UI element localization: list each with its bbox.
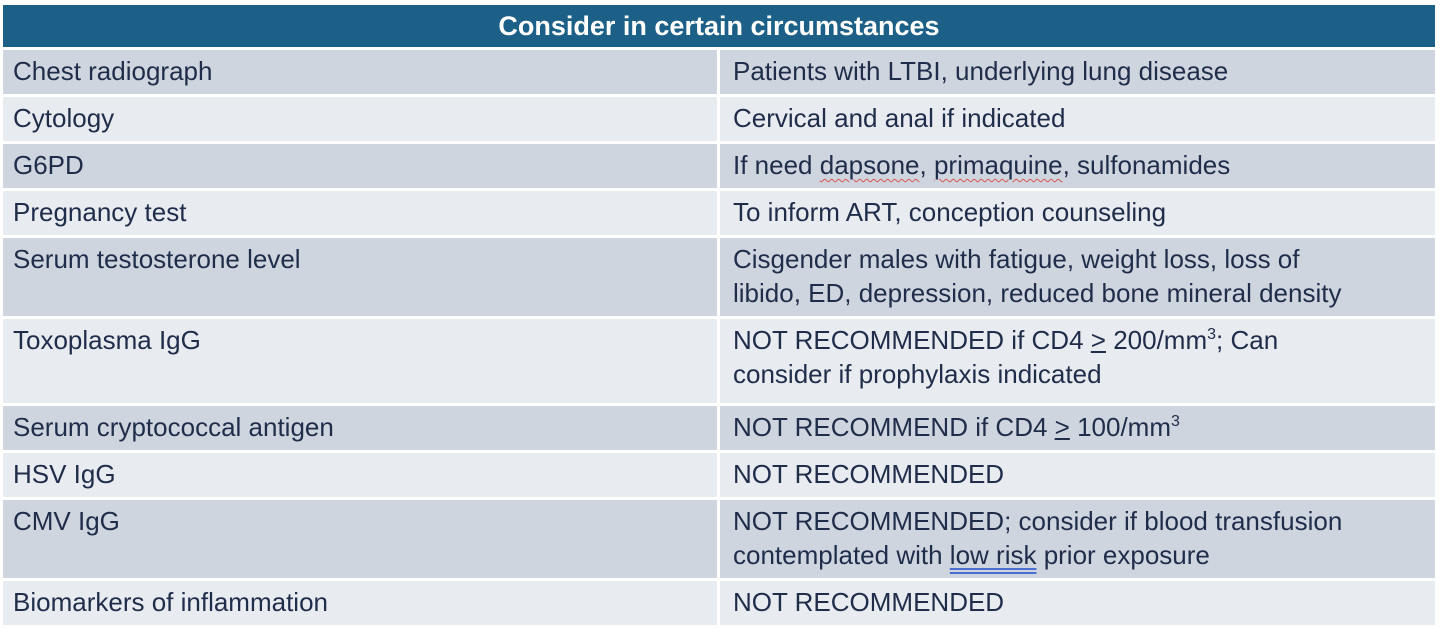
test-name-cell: Serum cryptococcal antigen	[3, 406, 717, 450]
test-name-cell: Toxoplasma IgG	[3, 319, 717, 403]
recommendation-cell: To inform ART, conception counseling	[720, 191, 1435, 235]
recommendation-cell: NOT RECOMMENDED if CD4 > 200/mm3; Can co…	[720, 319, 1435, 403]
note-line: NOT RECOMMENDED if CD4 > 200/mm3; Can	[733, 323, 1425, 357]
recommendation-cell: Cisgender males with fatigue, weight los…	[720, 238, 1435, 316]
table-row: CMV IgG NOT RECOMMENDED; consider if blo…	[3, 500, 1435, 578]
note-text: 200/mm	[1105, 325, 1208, 355]
note-text: NOT RECOMMEND if CD4	[733, 412, 1055, 442]
note-line: consider if prophylaxis indicated	[733, 359, 1102, 389]
note-line: Cisgender males with fatigue, weight los…	[733, 244, 1300, 274]
table-row: Serum cryptococcal antigen NOT RECOMMEND…	[3, 406, 1435, 450]
table-header: Consider in certain circumstances	[3, 5, 1435, 47]
note-line: libido, ED, depression, reduced bone min…	[733, 278, 1342, 308]
table-row: Biomarkers of inflammation NOT RECOMMEND…	[3, 581, 1435, 625]
recommendations-table: Consider in certain circumstances Chest …	[3, 5, 1435, 628]
recommendation-cell: Patients with LTBI, underlying lung dise…	[720, 50, 1435, 94]
table-row: HSV IgG NOT RECOMMENDED	[3, 453, 1435, 497]
spellcheck-word: dapsone	[819, 150, 920, 180]
note-text: prior exposure	[1036, 540, 1210, 570]
test-name-cell: Biomarkers of inflammation	[3, 581, 717, 625]
note-text: If need	[733, 150, 820, 180]
recommendation-cell: NOT RECOMMENDED; consider if blood trans…	[720, 500, 1435, 578]
table-row: Chest radiograph Patients with LTBI, und…	[3, 50, 1435, 94]
note-text: ,	[919, 150, 934, 180]
table-row: Serum testosterone level Cisgender males…	[3, 238, 1435, 316]
test-name-cell: Pregnancy test	[3, 191, 717, 235]
recommendation-cell: NOT RECOMMEND if CD4 > 100/mm3	[720, 406, 1435, 450]
superscript: 3	[1171, 413, 1180, 430]
test-name-cell: CMV IgG	[3, 500, 717, 578]
grammar-flag-word: low risk	[949, 540, 1037, 570]
test-name-cell: Chest radiograph	[3, 50, 717, 94]
superscript: 3	[1207, 326, 1217, 343]
test-name-cell: Cytology	[3, 97, 717, 141]
test-name-cell: HSV IgG	[3, 453, 717, 497]
note-line: NOT RECOMMENDED; consider if blood trans…	[733, 506, 1343, 536]
gte-symbol: >	[1090, 325, 1106, 355]
note-text: 100/mm	[1069, 412, 1171, 442]
note-text: contemplated with	[733, 540, 950, 570]
table-row: G6PD If need dapsone, primaquine, sulfon…	[3, 144, 1435, 188]
note-text: ; Can	[1216, 325, 1279, 355]
note-text: NOT RECOMMENDED if CD4	[733, 325, 1091, 355]
recommendation-cell: Cervical and anal if indicated	[720, 97, 1435, 141]
gte-symbol: >	[1054, 412, 1070, 442]
table-row: Pregnancy test To inform ART, conception…	[3, 191, 1435, 235]
spellcheck-word: primaquine	[933, 150, 1063, 180]
table-row: Toxoplasma IgG NOT RECOMMENDED if CD4 > …	[3, 319, 1435, 403]
note-line: contemplated with low risk prior exposur…	[733, 538, 1425, 572]
test-name-cell: G6PD	[3, 144, 717, 188]
recommendation-cell: If need dapsone, primaquine, sulfonamide…	[720, 144, 1435, 188]
table-row: Cytology Cervical and anal if indicated	[3, 97, 1435, 141]
note-text: , sulfonamides	[1062, 150, 1231, 180]
recommendation-cell: NOT RECOMMENDED	[720, 581, 1435, 625]
test-name-cell: Serum testosterone level	[3, 238, 717, 316]
recommendation-cell: NOT RECOMMENDED	[720, 453, 1435, 497]
